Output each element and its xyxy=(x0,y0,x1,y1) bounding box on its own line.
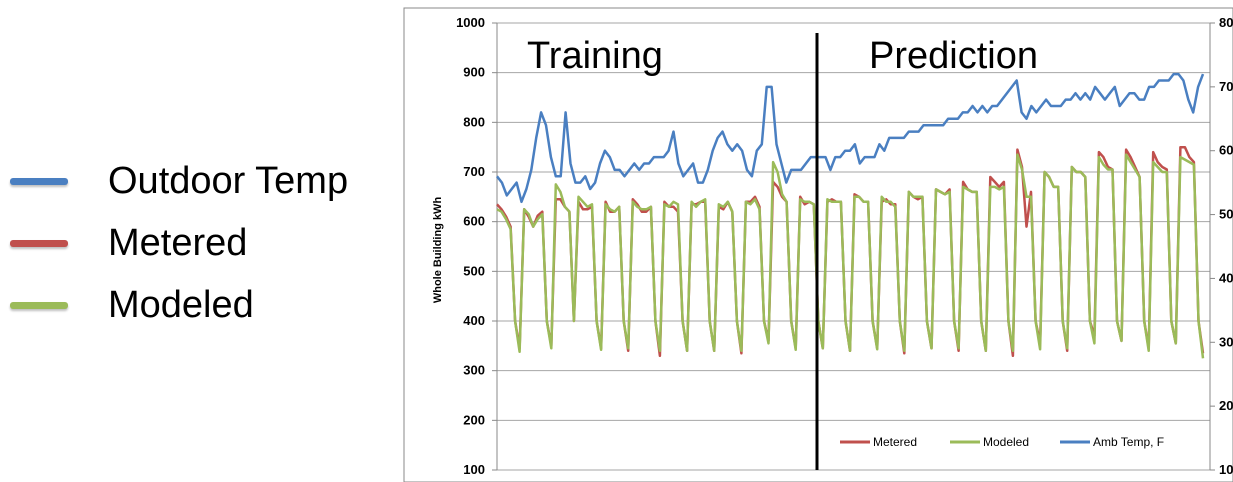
y2-tick-label: 30 xyxy=(1219,334,1233,349)
big-legend-label: Outdoor Temp xyxy=(108,159,349,202)
region-label-prediction: Prediction xyxy=(869,35,1038,77)
y-axis-ticks: 1000 900 800 700 600 500 400 300 200 100 xyxy=(456,15,498,477)
y-tick-label: 200 xyxy=(463,412,485,427)
big-legend-label: Metered xyxy=(108,221,248,264)
y2-tick-label: 80 xyxy=(1219,15,1233,30)
y-tick-label: 500 xyxy=(463,263,485,278)
big-legend-item-outdoor-temp: Outdoor Temp xyxy=(10,150,400,212)
chart-legend: Metered Modeled Amb Temp, F xyxy=(830,430,1198,456)
y2-tick-label: 60 xyxy=(1219,143,1233,158)
big-legend-label: Modeled xyxy=(108,283,254,326)
series-line-amb-temp-f xyxy=(496,72,1205,204)
series-lines xyxy=(496,72,1205,359)
y-tick-label: 400 xyxy=(463,313,485,328)
series-line-modeled xyxy=(496,153,1205,359)
chart-legend-label: Metered xyxy=(873,435,917,449)
modeled-swatch xyxy=(10,301,68,309)
big-legend-item-modeled: Modeled xyxy=(10,274,400,336)
y-tick-label: 600 xyxy=(463,214,485,229)
chart-frame xyxy=(403,7,1233,482)
y-tick-label: 900 xyxy=(463,65,485,80)
metered-swatch xyxy=(10,239,68,247)
y-tick-label: 1000 xyxy=(456,15,485,30)
y2-tick-label: 10 xyxy=(1219,462,1233,477)
y2-tick-label: 70 xyxy=(1219,79,1233,94)
y-tick-label: 700 xyxy=(463,164,485,179)
y-tick-label: 300 xyxy=(463,363,485,378)
y2-tick-label: 50 xyxy=(1219,207,1233,222)
chart-legend-background xyxy=(830,430,1198,456)
chart-legend-label: Modeled xyxy=(983,435,1029,449)
y-axis-label: Whole Building kWh xyxy=(432,197,444,304)
big-legend-item-metered: Metered xyxy=(10,212,400,274)
outdoor-temp-swatch xyxy=(10,177,68,185)
y-tick-label: 800 xyxy=(463,114,485,129)
y2-tick-label: 20 xyxy=(1219,398,1233,413)
y2-axis-ticks: 80 70 60 50 40 30 20 10 xyxy=(1209,15,1233,477)
big-legend: Outdoor Temp Metered Modeled xyxy=(10,150,400,336)
chart-legend-label: Amb Temp, F xyxy=(1093,435,1164,449)
region-label-training: Training xyxy=(527,35,663,77)
y2-tick-label: 40 xyxy=(1219,270,1233,285)
y-tick-label: 100 xyxy=(463,462,485,477)
